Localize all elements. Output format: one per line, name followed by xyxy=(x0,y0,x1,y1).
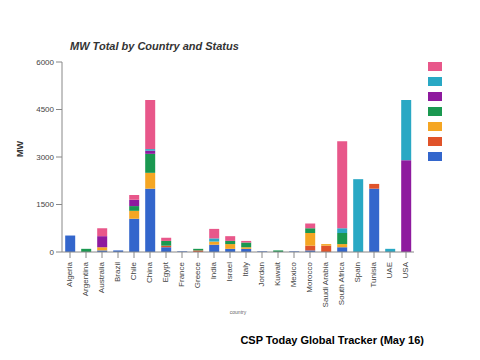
svg-text:1500: 1500 xyxy=(36,200,54,209)
svg-text:China: China xyxy=(145,261,154,282)
svg-text:Argentina: Argentina xyxy=(81,261,90,296)
svg-text:Saudi Arabia: Saudi Arabia xyxy=(321,261,330,307)
svg-text:3000: 3000 xyxy=(36,153,54,162)
svg-text:Brazil: Brazil xyxy=(113,262,122,282)
svg-text:Jordan: Jordan xyxy=(257,262,266,286)
svg-text:Mexico: Mexico xyxy=(289,261,298,287)
svg-text:Israel: Israel xyxy=(225,262,234,282)
svg-text:0: 0 xyxy=(50,248,55,257)
svg-text:Australia: Australia xyxy=(97,261,106,293)
svg-text:MW: MW xyxy=(15,141,25,157)
svg-text:country: country xyxy=(230,309,247,315)
svg-text:4500: 4500 xyxy=(36,105,54,114)
svg-text:Spain: Spain xyxy=(353,262,362,282)
svg-text:Kuwait: Kuwait xyxy=(273,261,282,286)
svg-text:Chile: Chile xyxy=(129,261,138,280)
svg-text:UAE: UAE xyxy=(385,262,394,278)
svg-text:Morocco: Morocco xyxy=(305,261,314,292)
svg-text:Italy: Italy xyxy=(241,262,250,277)
svg-text:USA: USA xyxy=(401,261,410,278)
html-text:MW Total by Country and Status: MW Total by Country and Status xyxy=(70,40,239,52)
svg-text:Greece: Greece xyxy=(193,261,202,288)
svg-text:Algeria: Algeria xyxy=(65,261,74,286)
svg-text:Egypt: Egypt xyxy=(161,261,170,282)
svg-text:6000: 6000 xyxy=(36,58,54,67)
svg-text:France: France xyxy=(177,261,186,286)
svg-text:South Africa: South Africa xyxy=(337,261,346,305)
svg-text:India: India xyxy=(209,261,218,279)
html-text:CSP Today Global Tracker (May: CSP Today Global Tracker (May 16) xyxy=(240,334,424,346)
svg-text:Tunisia: Tunisia xyxy=(369,261,378,287)
